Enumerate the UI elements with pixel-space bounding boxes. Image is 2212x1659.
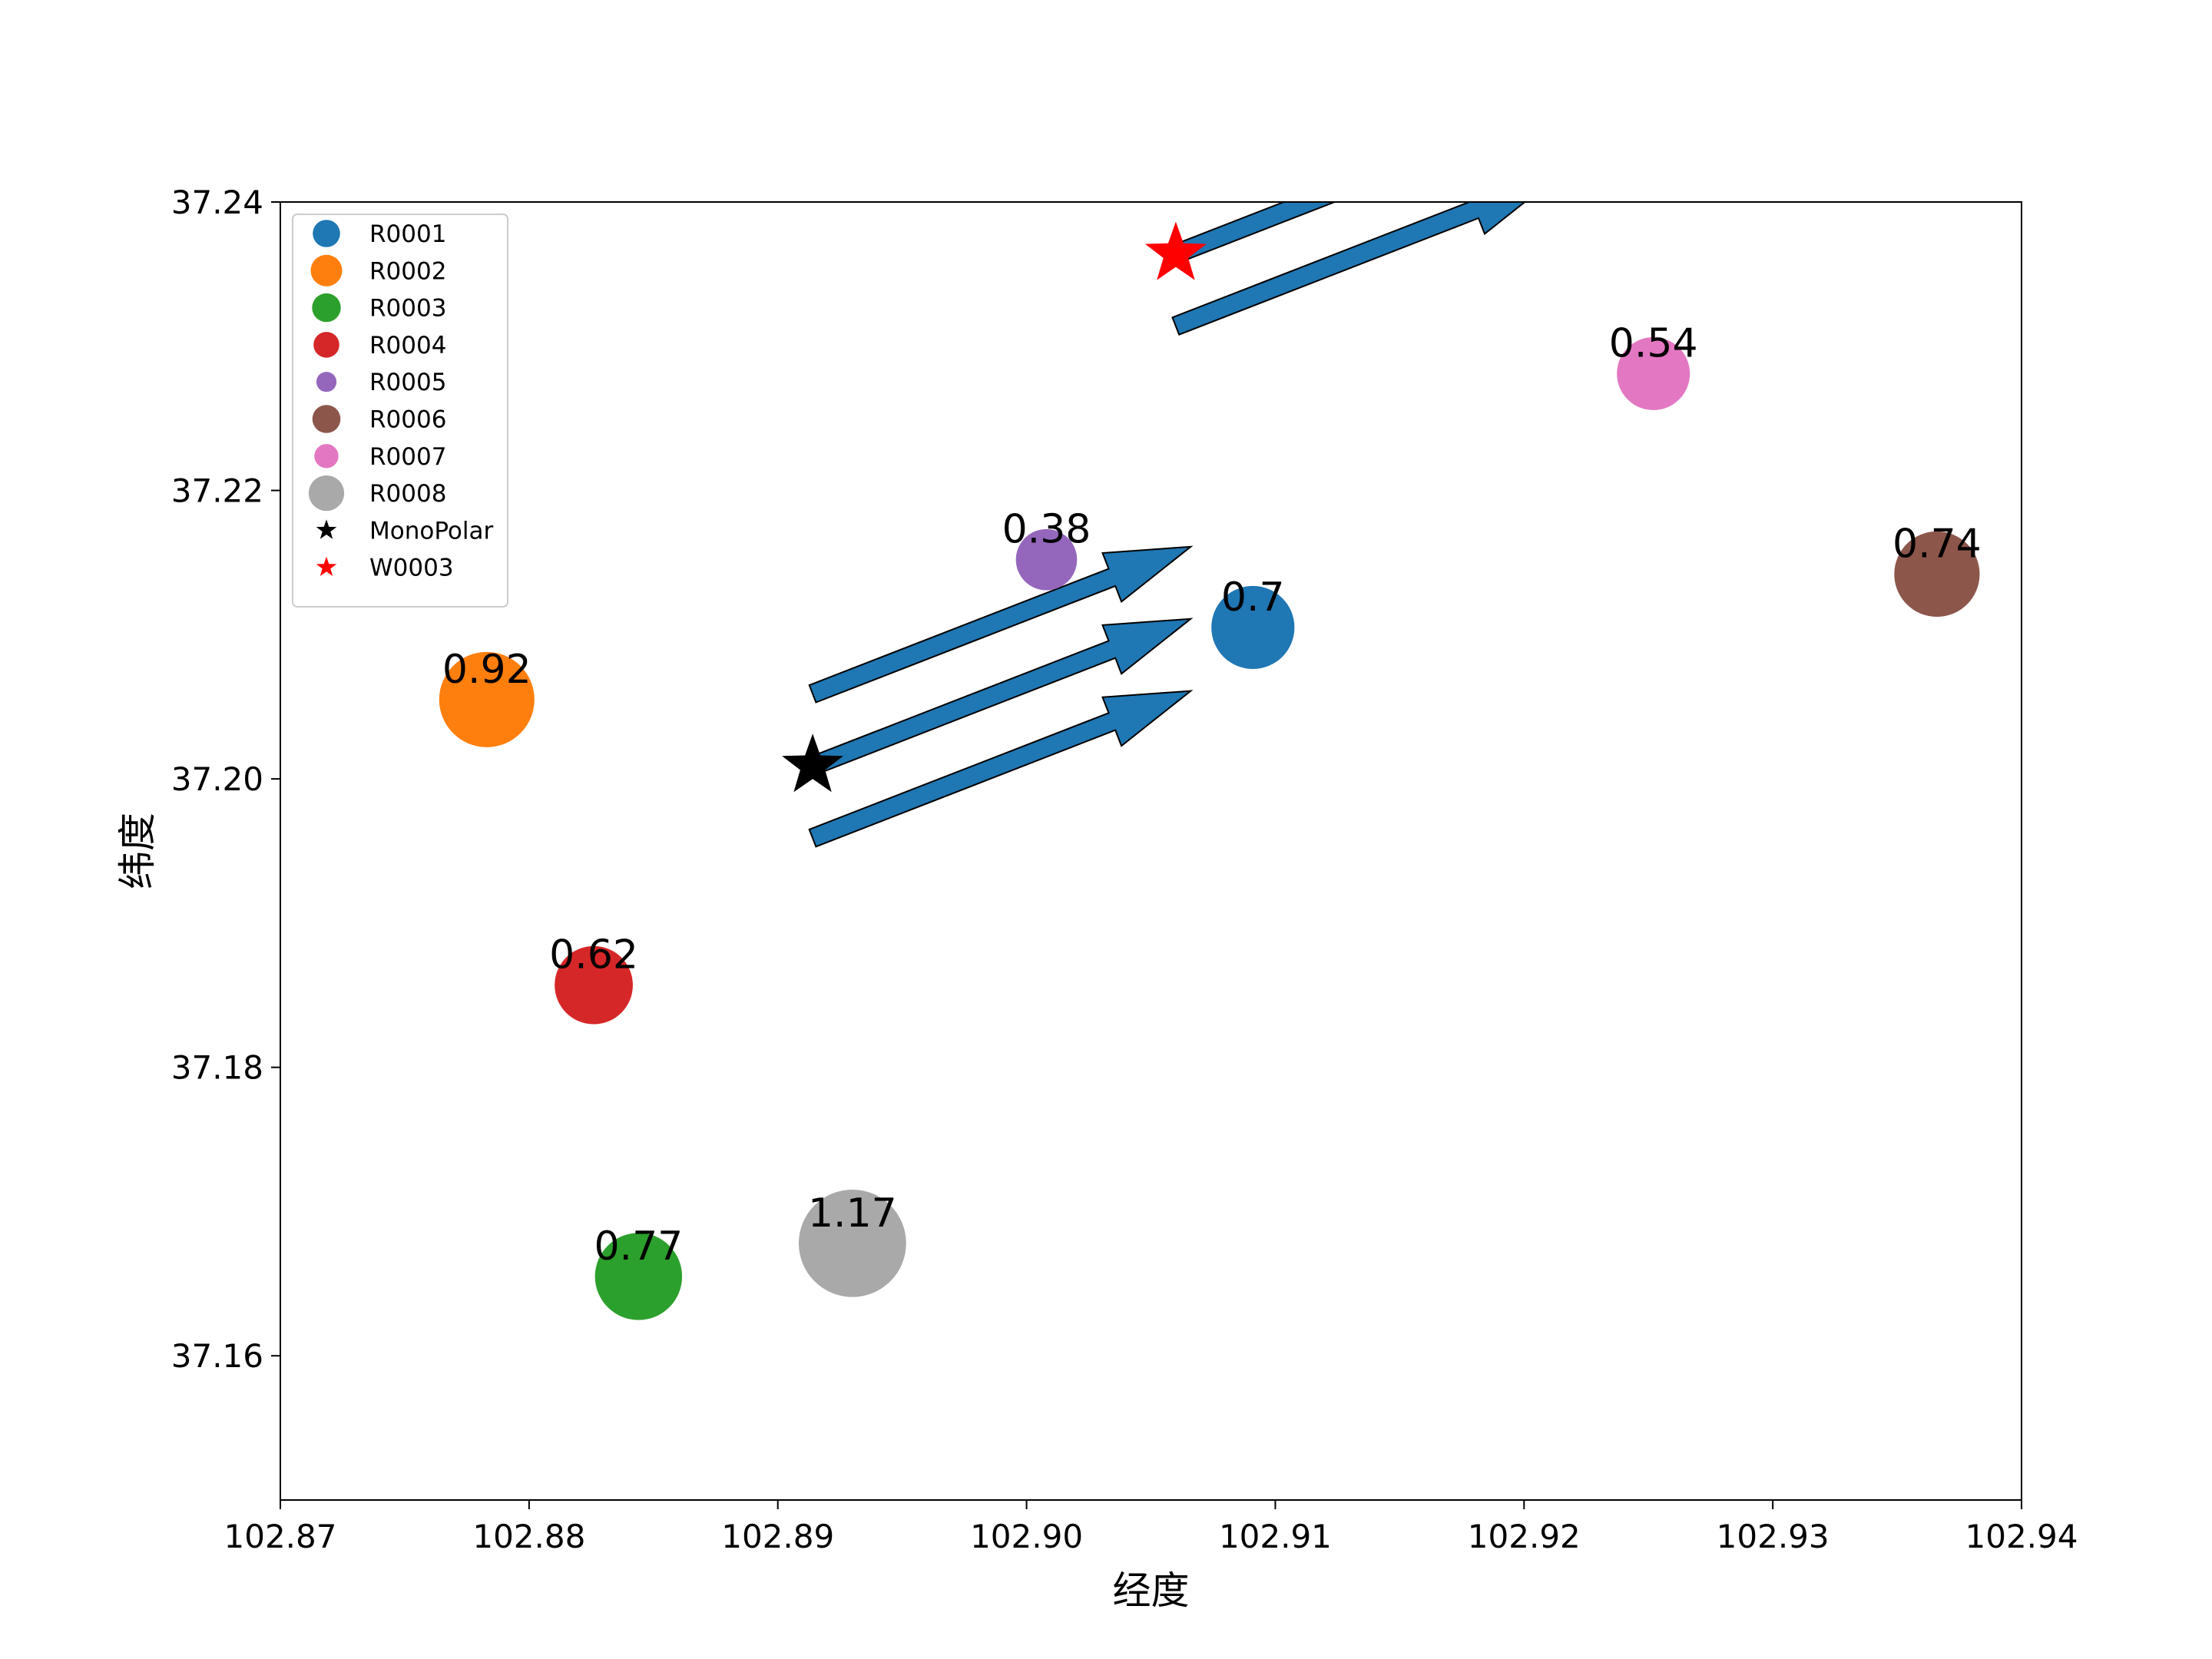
point-r0007 — [1617, 336, 1690, 410]
point-value-label: 0.62 — [549, 932, 638, 979]
legend-marker — [310, 254, 343, 286]
point-r0006 — [1894, 531, 1980, 618]
y-tick-label: 37.16 — [171, 1337, 263, 1375]
x-tick-label: 102.88 — [472, 1518, 585, 1555]
point-r0008 — [798, 1189, 906, 1297]
legend: R0001 R0002 R0003 R0004 R0005 R0006 R0007 R0008… — [292, 214, 508, 608]
arrow — [1171, 202, 1526, 336]
point-value-label: 1.17 — [808, 1190, 897, 1237]
point-r0005 — [1015, 528, 1078, 591]
x-tick-label: 102.87 — [224, 1518, 337, 1555]
legend-marker — [313, 332, 339, 358]
x-tick-label: 102.94 — [1965, 1518, 2078, 1555]
x-tick-label: 102.89 — [721, 1518, 834, 1555]
legend-entry-label: R0004 — [369, 332, 446, 359]
point-value-label: 0.54 — [1609, 320, 1698, 366]
y-tick-label: 37.22 — [171, 472, 263, 510]
legend-entry-label: W0003 — [369, 555, 454, 582]
arrow — [808, 618, 1194, 776]
star-marker-monopolar — [782, 733, 843, 793]
arrow — [1171, 202, 1337, 264]
legend-frame — [292, 214, 508, 608]
legend-marker — [314, 444, 339, 469]
legend-entry-label: R0001 — [369, 220, 446, 248]
y-axis-label: 纬度 — [115, 813, 160, 889]
legend-entry-label: R0006 — [369, 406, 446, 434]
star-marker-w0003 — [1144, 221, 1207, 280]
point-value-label: 0.74 — [1892, 521, 1982, 567]
point-value-label: 0.77 — [594, 1224, 683, 1270]
y-tick-label: 37.24 — [171, 184, 263, 221]
point-r0002 — [439, 651, 535, 747]
legend-entry-label: R0003 — [369, 295, 446, 323]
x-tick-label: 102.91 — [1219, 1518, 1332, 1555]
x-axis: 102.87 102.88 102.89 102.90 102.91 102.92 102.… — [224, 1500, 2078, 1555]
y-axis: 37.16 37.18 37.20 37.22 37.24 — [171, 184, 280, 1375]
legend-entry-label: R0008 — [369, 480, 446, 508]
arrow — [808, 690, 1194, 848]
x-tick-label: 102.93 — [1717, 1518, 1830, 1555]
arrows-layer — [808, 202, 1526, 848]
legend-marker — [312, 405, 341, 433]
legend-entry-label: R0005 — [369, 369, 446, 396]
legend-entry-label: R0007 — [369, 443, 446, 471]
point-value-label: 0.92 — [442, 647, 531, 693]
legend-marker — [313, 220, 340, 247]
legend-entry-label: MonoPolar — [369, 517, 493, 545]
legend-entry-label: R0002 — [369, 257, 446, 285]
legend-marker — [316, 519, 337, 539]
point-value-label: 0.7 — [1221, 575, 1285, 621]
x-tick-label: 102.90 — [970, 1518, 1083, 1555]
points-layer — [439, 221, 1980, 1320]
legend-marker — [316, 372, 337, 392]
legend-marker — [308, 475, 345, 512]
x-axis-label: 经度 — [1113, 1568, 1190, 1613]
x-tick-label: 102.92 — [1468, 1518, 1581, 1555]
point-r0001 — [1211, 585, 1295, 670]
point-r0004 — [555, 945, 633, 1025]
legend-marker — [316, 556, 337, 576]
arrow — [808, 545, 1194, 704]
point-labels-layer: 0.7 0.92 0.77 0.62 0.38 0.74 0.54 1.17 — [442, 320, 1982, 1269]
point-r0003 — [594, 1233, 683, 1320]
point-value-label: 0.38 — [1002, 507, 1091, 553]
y-tick-label: 37.18 — [171, 1049, 263, 1087]
y-tick-label: 37.20 — [171, 760, 263, 798]
legend-marker — [312, 293, 341, 323]
plot-frame — [280, 201, 2022, 1501]
